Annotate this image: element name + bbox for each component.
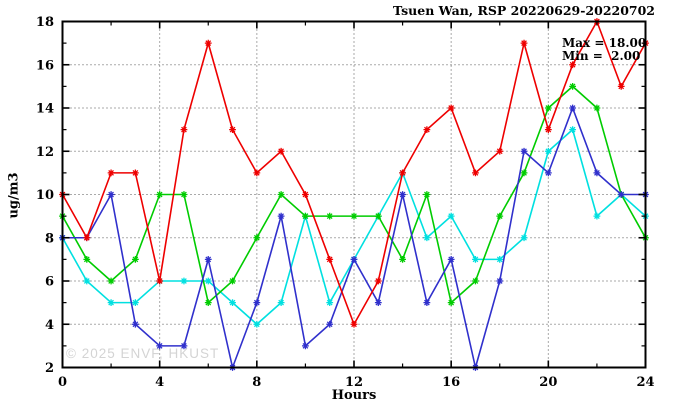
x-tick-label: 12 — [345, 375, 363, 390]
x-tick-label: 8 — [252, 375, 261, 390]
grid-layer — [62, 21, 646, 368]
y-tick-label: 6 — [45, 275, 54, 290]
x-tick-label: 24 — [636, 375, 654, 390]
watermark: © 2025 ENVF, HKUST — [66, 346, 219, 361]
y-axis-label: ug/m3 — [6, 172, 22, 219]
y-tick-label: 18 — [36, 15, 54, 30]
series-red-markers — [59, 18, 649, 328]
axes-frame — [61, 20, 647, 369]
y-tick-label: 12 — [36, 145, 54, 160]
x-tick-label: 0 — [58, 375, 67, 390]
y-tick-label: 8 — [45, 231, 54, 246]
max-annotation: Max = 18.00 — [562, 36, 647, 50]
series-red — [59, 18, 649, 328]
chart-title: Tsuen Wan, RSP 20220629-20220702 — [392, 3, 655, 18]
y-tick-label: 2 — [45, 361, 54, 376]
x-axis-label: Hours — [331, 388, 377, 403]
min-annotation: Min = 2.00 — [562, 49, 641, 63]
x-tick-label: 4 — [155, 375, 164, 390]
y-tick-label: 16 — [36, 58, 54, 73]
x-tick-label: 16 — [442, 375, 460, 390]
y-tick-label: 10 — [36, 188, 54, 203]
series-layer — [59, 18, 649, 371]
x-tick-label: 20 — [539, 375, 557, 390]
y-tick-label: 14 — [36, 102, 54, 117]
y-tick-label: 4 — [45, 318, 54, 333]
